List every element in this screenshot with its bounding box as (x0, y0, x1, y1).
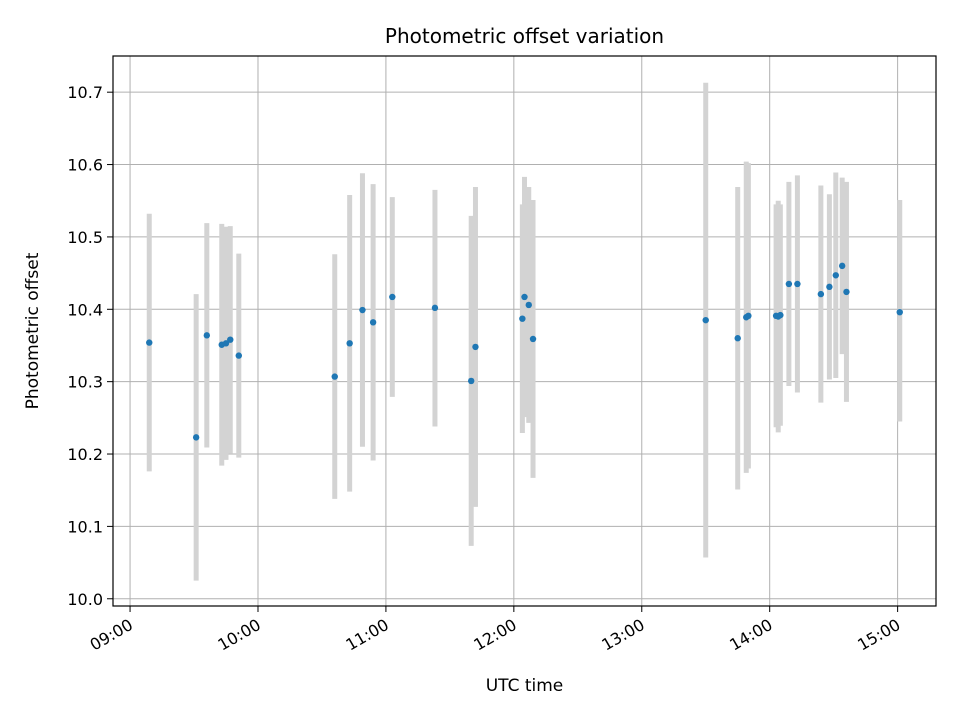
data-point (843, 288, 850, 296)
y-tick-label: 10.6 (67, 156, 103, 175)
data-point (794, 280, 801, 288)
data-point (745, 312, 752, 320)
data-point (529, 335, 537, 343)
data-point (817, 290, 825, 298)
y-axis-ticks: 10.0 10.1 10.2 10.3 10.4 10.5 10.6 10.7 (67, 83, 113, 609)
data-point (734, 335, 741, 342)
data-point (838, 262, 846, 270)
data-point (519, 315, 526, 322)
data-point (832, 272, 839, 279)
data-point (467, 377, 475, 385)
y-tick-label: 10.0 (67, 590, 103, 609)
y-tick-label: 10.2 (67, 445, 103, 464)
y-tick-label: 10.3 (67, 373, 103, 392)
data-point (521, 293, 528, 301)
data-point (826, 283, 833, 291)
y-tick-label: 10.1 (67, 517, 103, 536)
data-point (777, 311, 784, 319)
data-point (222, 340, 230, 347)
x-axis-label: UTC time (486, 676, 564, 696)
y-tick-label: 10.7 (67, 83, 103, 102)
data-point (702, 316, 709, 324)
data-point (369, 319, 377, 326)
data-point (235, 352, 242, 359)
data-point (227, 336, 234, 343)
data-point (472, 343, 479, 351)
data-point (203, 332, 211, 339)
data-point (359, 306, 366, 314)
data-point (146, 339, 153, 346)
data-point (785, 280, 793, 288)
data-point (346, 340, 353, 347)
data-point (896, 308, 903, 316)
y-tick-label: 10.4 (67, 300, 103, 319)
data-point (331, 373, 338, 380)
data-point (525, 301, 532, 309)
data-points (146, 262, 903, 441)
y-axis-label: Photometric offset (23, 252, 43, 409)
data-point (389, 293, 396, 301)
chart-title: Photometric offset variation (385, 24, 664, 48)
data-point (431, 304, 439, 312)
plot-frame (112, 55, 937, 607)
y-tick-label: 10.5 (67, 228, 103, 247)
data-point (192, 434, 200, 441)
